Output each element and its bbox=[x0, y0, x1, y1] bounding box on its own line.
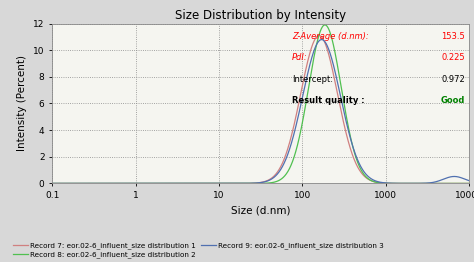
Record 8: eor.02-6_influent_size distribution 2: (1e+04, 1.09e-16): eor.02-6_influent_size distribution 2: (… bbox=[466, 182, 472, 185]
Record 8: eor.02-6_influent_size distribution 2: (13.6, 5.36e-07): eor.02-6_influent_size distribution 2: (… bbox=[228, 182, 233, 185]
Text: Intercept:: Intercept: bbox=[292, 75, 333, 84]
Record 7: eor.02-6_influent_size distribution 1: (8.27, 4.98e-07): eor.02-6_influent_size distribution 1: (… bbox=[209, 182, 215, 185]
Record 9: eor.02-6_influent_size distribution 3: (0.372, 1.47e-29): eor.02-6_influent_size distribution 3: (… bbox=[97, 182, 102, 185]
Record 8: eor.02-6_influent_size distribution 2: (8e+03, 7.73e-15): eor.02-6_influent_size distribution 2: (… bbox=[458, 182, 464, 185]
Record 9: eor.02-6_influent_size distribution 3: (0.736, 2.89e-23): eor.02-6_influent_size distribution 3: (… bbox=[122, 182, 128, 185]
Legend: Record 7: eor.02-6_influent_size distribution 1, Record 8: eor.02-6_influent_siz: Record 7: eor.02-6_influent_size distrib… bbox=[13, 243, 383, 258]
Record 7: eor.02-6_influent_size distribution 1: (0.1, 2.05e-45): eor.02-6_influent_size distribution 1: (… bbox=[49, 182, 55, 185]
Record 7: eor.02-6_influent_size distribution 1: (0.736, 5.44e-24): eor.02-6_influent_size distribution 1: (… bbox=[122, 182, 128, 185]
Text: 153.5: 153.5 bbox=[441, 31, 465, 41]
Title: Size Distribution by Intensity: Size Distribution by Intensity bbox=[175, 9, 346, 23]
Record 9: eor.02-6_influent_size distribution 3: (1e+04, 0.199): eor.02-6_influent_size distribution 3: (… bbox=[466, 179, 472, 182]
Line: Record 8: eor.02-6_influent_size distribution 2: Record 8: eor.02-6_influent_size distrib… bbox=[52, 25, 469, 183]
Text: PdI:: PdI: bbox=[292, 53, 308, 62]
Record 7: eor.02-6_influent_size distribution 1: (0.372, 1.44e-30): eor.02-6_influent_size distribution 1: (… bbox=[97, 182, 102, 185]
Record 9: eor.02-6_influent_size distribution 3: (0.1, 9.79e-44): eor.02-6_influent_size distribution 3: (… bbox=[49, 182, 55, 185]
Record 9: eor.02-6_influent_size distribution 3: (8e+03, 0.423): eor.02-6_influent_size distribution 3: (… bbox=[458, 176, 464, 179]
Record 8: eor.02-6_influent_size distribution 2: (0.372, 3.79e-41): eor.02-6_influent_size distribution 2: (… bbox=[97, 182, 102, 185]
Record 8: eor.02-6_influent_size distribution 2: (8.27, 4.55e-10): eor.02-6_influent_size distribution 2: (… bbox=[209, 182, 215, 185]
Record 7: eor.02-6_influent_size distribution 1: (8e+03, 1.22e-12): eor.02-6_influent_size distribution 1: (… bbox=[458, 182, 464, 185]
Record 9: eor.02-6_influent_size distribution 3: (2.32e+03, 0.00117): eor.02-6_influent_size distribution 3: (… bbox=[413, 182, 419, 185]
Text: 0.225: 0.225 bbox=[441, 53, 465, 62]
Record 9: eor.02-6_influent_size distribution 3: (13.6, 9.18e-05): eor.02-6_influent_size distribution 3: (… bbox=[228, 182, 233, 185]
Record 8: eor.02-6_influent_size distribution 2: (186, 11.9): eor.02-6_influent_size distribution 2: (… bbox=[322, 23, 328, 26]
Record 8: eor.02-6_influent_size distribution 2: (0.736, 1.58e-32): eor.02-6_influent_size distribution 2: (… bbox=[122, 182, 128, 185]
Record 8: eor.02-6_influent_size distribution 2: (2.32e+03, 1.79e-06): eor.02-6_influent_size distribution 2: (… bbox=[413, 182, 419, 185]
Text: 0.972: 0.972 bbox=[441, 75, 465, 84]
Record 7: eor.02-6_influent_size distribution 1: (158, 11.1): eor.02-6_influent_size distribution 1: (… bbox=[316, 34, 322, 37]
Line: Record 9: eor.02-6_influent_size distribution 3: Record 9: eor.02-6_influent_size distrib… bbox=[52, 40, 469, 183]
Record 7: eor.02-6_influent_size distribution 1: (1e+04, 3.76e-14): eor.02-6_influent_size distribution 1: (… bbox=[466, 182, 472, 185]
Y-axis label: Intensity (Percent): Intensity (Percent) bbox=[18, 56, 27, 151]
Record 7: eor.02-6_influent_size distribution 1: (2.32e+03, 9.68e-06): eor.02-6_influent_size distribution 1: (… bbox=[413, 182, 419, 185]
Record 8: eor.02-6_influent_size distribution 2: (0.1, 1.58e-60): eor.02-6_influent_size distribution 2: (… bbox=[49, 182, 55, 185]
Record 9: eor.02-6_influent_size distribution 3: (8.27, 5.74e-07): eor.02-6_influent_size distribution 3: (… bbox=[209, 182, 215, 185]
Line: Record 7: eor.02-6_influent_size distribution 1: Record 7: eor.02-6_influent_size distrib… bbox=[52, 36, 469, 183]
Text: Result quality :: Result quality : bbox=[292, 96, 365, 105]
Text: Good: Good bbox=[441, 96, 465, 105]
Text: Z-Average (d.nm):: Z-Average (d.nm): bbox=[292, 31, 369, 41]
X-axis label: Size (d.nm): Size (d.nm) bbox=[231, 206, 291, 216]
Record 7: eor.02-6_influent_size distribution 1: (13.6, 9.34e-05): eor.02-6_influent_size distribution 1: (… bbox=[228, 182, 233, 185]
Record 9: eor.02-6_influent_size distribution 3: (170, 10.8): eor.02-6_influent_size distribution 3: (… bbox=[319, 38, 324, 41]
